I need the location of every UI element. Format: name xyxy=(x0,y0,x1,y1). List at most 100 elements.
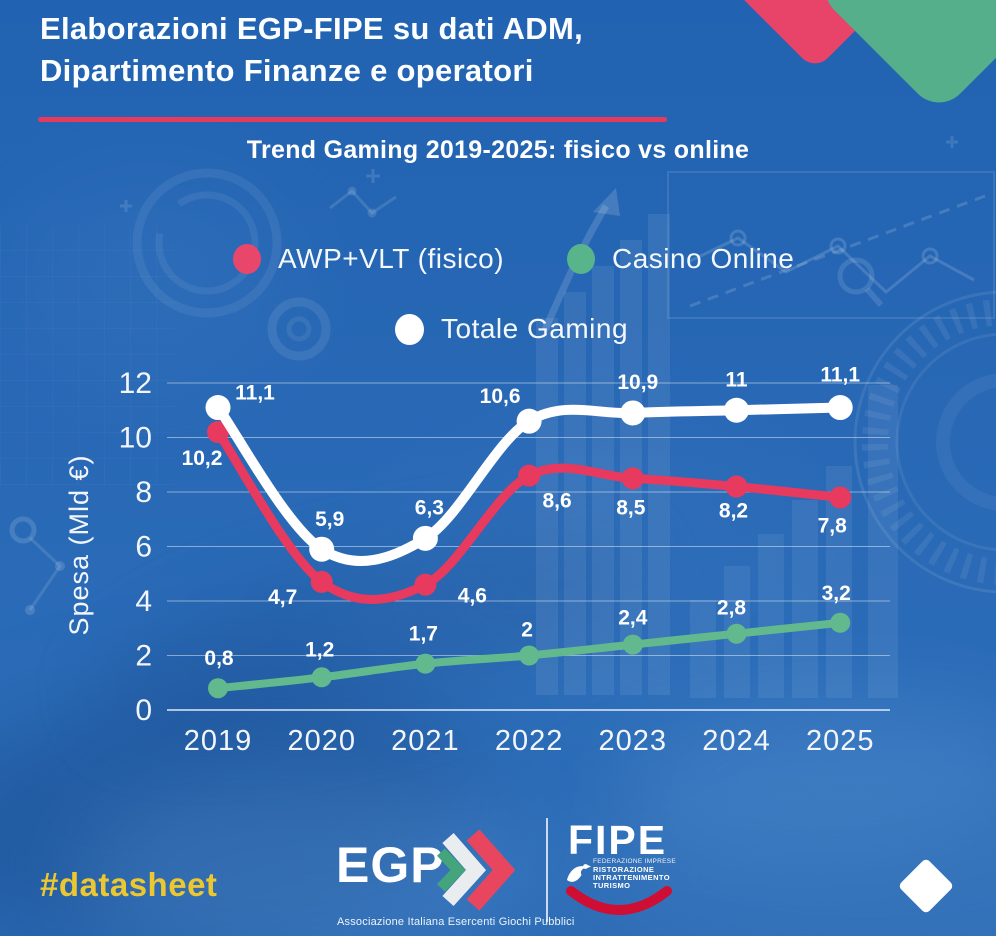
svg-text:3,2: 3,2 xyxy=(822,582,851,605)
svg-text:7,8: 7,8 xyxy=(818,514,848,537)
svg-text:8: 8 xyxy=(135,476,152,509)
svg-text:1,7: 1,7 xyxy=(409,623,438,646)
decor-plus-icon xyxy=(366,169,380,183)
footer-divider xyxy=(546,818,548,922)
decor-zigzag-dot xyxy=(347,186,357,196)
svg-text:10: 10 xyxy=(119,422,152,455)
svg-text:4,7: 4,7 xyxy=(268,586,297,609)
svg-text:11,1: 11,1 xyxy=(820,364,860,387)
decor-network-dot xyxy=(55,561,65,571)
svg-text:10,2: 10,2 xyxy=(182,447,223,470)
chart-series xyxy=(205,395,853,699)
decor-magnifier-handle xyxy=(864,287,884,307)
decor-bar xyxy=(792,500,818,698)
decor-linechart xyxy=(687,236,975,295)
fipe-logo-text: FIPE xyxy=(568,817,668,863)
decor-network-lines xyxy=(28,536,62,611)
svg-text:2,8: 2,8 xyxy=(717,597,747,620)
decor-network-dot xyxy=(25,605,35,615)
decor-linechart-dot xyxy=(829,237,847,255)
decor-bar xyxy=(648,214,670,695)
decor-bar xyxy=(564,292,586,695)
hashtag-text: #datasheet xyxy=(40,866,218,903)
fipe-eagle-icon xyxy=(567,864,591,882)
decor-gauge-icon xyxy=(895,332,996,552)
svg-text:2: 2 xyxy=(521,619,533,642)
legend-dot-green xyxy=(567,244,595,274)
decor-bar xyxy=(690,600,716,698)
svg-text:8,2: 8,2 xyxy=(719,500,748,523)
decor-zigzag xyxy=(329,188,397,215)
egp-chevrons-icon xyxy=(437,830,515,911)
decor-plus-icon xyxy=(946,136,958,148)
decor-gear-icon xyxy=(286,316,312,342)
header-line2: Dipartimento Finanze e operatori xyxy=(40,53,534,88)
svg-text:8,5: 8,5 xyxy=(616,496,646,519)
legend-label: Totale Gaming xyxy=(441,313,629,344)
decor-linechart-dot xyxy=(729,229,747,247)
chart-title: Trend Gaming 2019-2025: fisico vs online xyxy=(246,136,750,164)
decor-dashed-trend xyxy=(689,194,986,308)
svg-text:2019: 2019 xyxy=(184,725,253,757)
legend-dot-white xyxy=(395,313,424,345)
fipe-red-arc xyxy=(566,886,672,915)
decor-linechart-dot xyxy=(921,247,939,265)
svg-text:6: 6 xyxy=(135,531,152,564)
svg-text:2: 2 xyxy=(135,640,152,673)
fipe-subtitle-block: FEDERAZIONE IMPRESE RISTORAZIONE INTRATT… xyxy=(593,858,676,891)
x-axis-year-labels: 2019 2020 2021 2022 2023 2024 2025 xyxy=(184,725,875,757)
svg-text:0: 0 xyxy=(135,694,152,727)
svg-text:2023: 2023 xyxy=(599,725,668,757)
fipe-line2: RISTORAZIONE xyxy=(593,865,655,874)
svg-text:11,1: 11,1 xyxy=(235,382,275,405)
svg-text:2020: 2020 xyxy=(287,725,356,757)
svg-text:10,6: 10,6 xyxy=(480,385,521,408)
fipe-line1: FEDERAZIONE IMPRESE xyxy=(593,858,676,865)
svg-text:2025: 2025 xyxy=(806,725,875,757)
decor-ring-icon xyxy=(132,168,282,318)
svg-text:1,2: 1,2 xyxy=(305,638,334,661)
legend-label: Casino Online xyxy=(612,243,795,274)
svg-text:10,9: 10,9 xyxy=(617,371,658,394)
decor-bar xyxy=(758,534,784,698)
svg-text:11: 11 xyxy=(725,368,748,391)
svg-text:2024: 2024 xyxy=(702,725,771,757)
svg-text:2022: 2022 xyxy=(495,725,564,757)
legend-item-awp-vlt: AWP+VLT (fisico) xyxy=(233,243,504,275)
decor-bar xyxy=(592,266,614,695)
decor-chart-panel xyxy=(667,171,995,319)
decor-gauge-icon xyxy=(936,373,996,511)
svg-text:4: 4 xyxy=(135,585,152,618)
decor-ring-icon xyxy=(155,191,259,295)
svg-text:12: 12 xyxy=(119,367,152,400)
decor-zigzag-dot xyxy=(367,208,377,218)
svg-text:2021: 2021 xyxy=(391,725,460,757)
legend-dot-red xyxy=(233,244,261,274)
y-axis-tick-labels: 0 2 4 6 8 10 12 xyxy=(119,367,152,727)
header-underline xyxy=(38,117,667,122)
y-axis-title: Spesa (Mld €) xyxy=(64,454,94,635)
decor-gauge-icon xyxy=(853,290,996,594)
decor-gear-icon xyxy=(267,297,331,361)
header-line1: Elaborazioni EGP-FIPE su dati ADM, xyxy=(40,11,583,46)
egp-logo-text: EGP xyxy=(336,837,445,893)
svg-text:8,6: 8,6 xyxy=(542,490,571,513)
legend-item-totale-gaming: Totale Gaming xyxy=(395,313,628,345)
legend-label: AWP+VLT (fisico) xyxy=(278,243,505,274)
fipe-line3: INTRATTENIMENTO xyxy=(593,873,670,882)
svg-text:5,9: 5,9 xyxy=(315,508,344,531)
data-point-labels: 11,1 5,9 6,3 10,6 10,9 11 11,1 10,2 4,7 4,6 8,6 8,5… xyxy=(182,364,861,671)
svg-text:2,4: 2,4 xyxy=(618,607,648,630)
decor-plus-icon xyxy=(120,200,132,212)
decor-magnifier-icon xyxy=(837,257,875,295)
fipe-line4: TURISMO xyxy=(593,881,631,890)
legend-item-casino-online: Casino Online xyxy=(567,243,794,275)
header-title: Elaborazioni EGP-FIPE su dati ADM, Dipar… xyxy=(40,8,583,92)
decor-bar xyxy=(620,240,642,695)
svg-text:0,8: 0,8 xyxy=(204,647,234,670)
decor-arrow-head xyxy=(593,188,620,216)
decor-node-icon xyxy=(9,516,37,544)
